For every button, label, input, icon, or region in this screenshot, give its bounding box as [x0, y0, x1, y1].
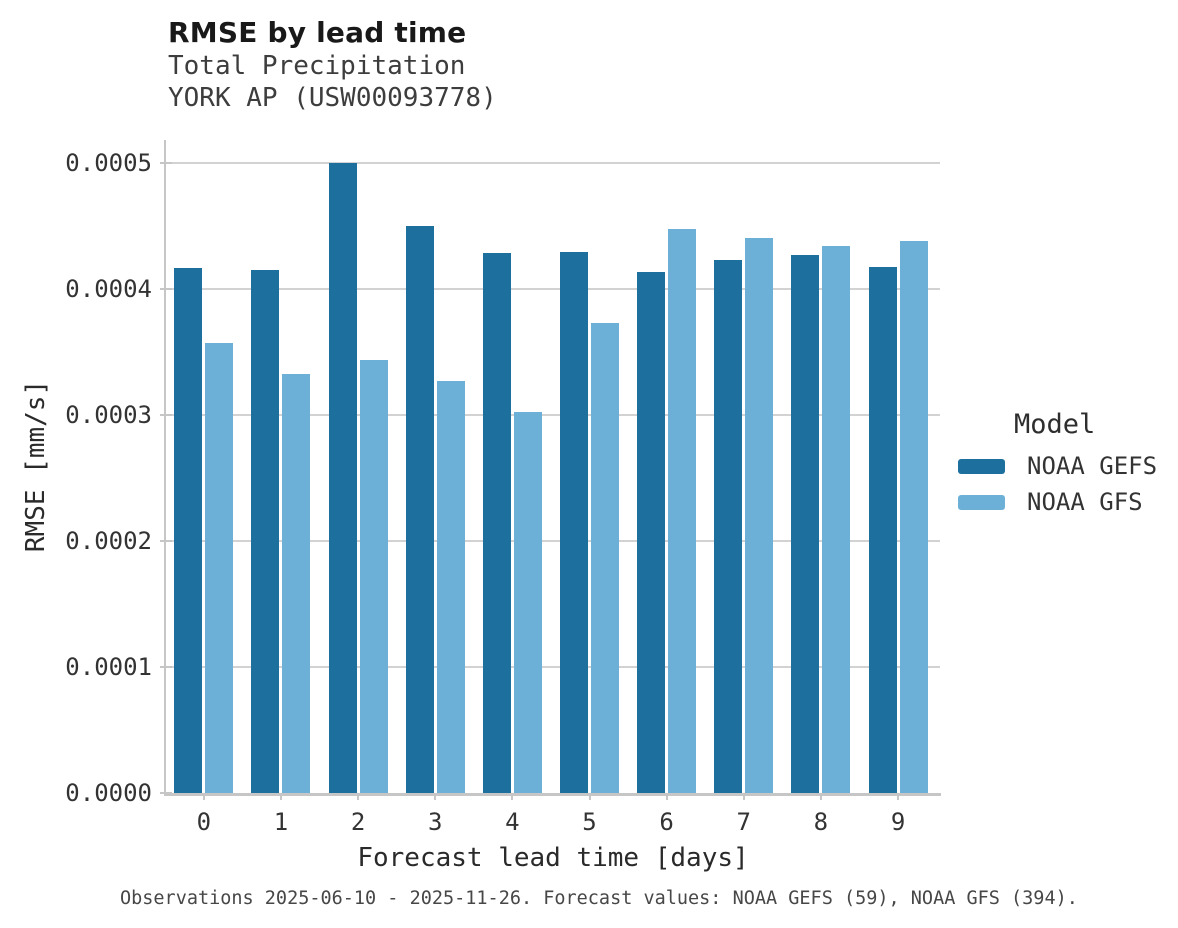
chart-title: RMSE by lead time [168, 16, 467, 49]
bar-gefs-6 [637, 272, 666, 793]
x-axis-title: Forecast lead time [days] [357, 843, 749, 873]
bar-gefs-4 [482, 253, 511, 793]
x-tick-mark [511, 795, 514, 800]
gridline [166, 413, 940, 416]
y-tick-mark [160, 539, 172, 542]
legend-item-gfs: NOAA GFS [958, 484, 1157, 520]
bar-gfs-8 [822, 245, 851, 793]
bar-gefs-9 [868, 267, 897, 793]
x-tick-label: 9 [890, 808, 906, 836]
y-tick-mark [160, 161, 172, 164]
bar-gefs-2 [328, 162, 357, 793]
bar-gfs-5 [591, 322, 619, 793]
x-tick-mark [434, 795, 437, 800]
y-tick-label: 0.0000 [65, 779, 152, 807]
y-tick-label: 0.0001 [65, 652, 152, 681]
x-tick-label: 4 [505, 808, 520, 836]
x-tick-label: 3 [427, 808, 443, 836]
y-tick-label: 0.0005 [65, 148, 152, 177]
bar-gefs-1 [251, 269, 280, 793]
bar-gfs-9 [899, 240, 928, 793]
bar-gfs-2 [359, 360, 388, 793]
x-tick-mark [897, 795, 900, 800]
y-tick-label: 0.0003 [65, 400, 152, 429]
legend: Model NOAA GEFS NOAA GFS [956, 410, 1157, 520]
gridline [166, 665, 940, 668]
x-axis-spine [164, 793, 941, 796]
legend-item-gefs: NOAA GEFS [958, 448, 1157, 484]
x-tick-mark [588, 795, 591, 800]
x-tick-mark [742, 795, 745, 800]
bar-gfs-4 [513, 412, 542, 793]
x-tick-mark [202, 795, 205, 800]
gridline [166, 539, 940, 542]
y-tick-mark [160, 287, 172, 290]
bar-gfs-6 [668, 229, 697, 793]
bar-gfs-7 [745, 238, 774, 793]
y-tick-label: 0.0004 [65, 274, 152, 303]
legend-label-gfs: NOAA GFS [1027, 488, 1143, 516]
x-tick-mark [665, 795, 668, 800]
bar-gefs-0 [174, 268, 203, 793]
bar-gefs-5 [560, 252, 588, 793]
bar-gefs-3 [405, 225, 434, 793]
y-tick-mark [160, 413, 172, 416]
x-tick-label: 8 [813, 808, 829, 836]
x-tick-label: 5 [582, 808, 597, 836]
y-tick-label: 0.0002 [65, 526, 152, 555]
bar-gfs-3 [436, 380, 465, 793]
x-tick-label: 1 [273, 808, 289, 836]
caption: Observations 2025-06-10 - 2025-11-26. Fo… [120, 888, 1078, 909]
gridline [166, 287, 940, 290]
legend-label-gefs: NOAA GEFS [1027, 452, 1158, 480]
x-tick-label: 2 [350, 808, 366, 836]
bar-gefs-8 [791, 254, 820, 793]
bar-gefs-7 [714, 259, 743, 793]
chart-subtitle-variable: Total Precipitation [168, 51, 466, 81]
x-tick-label: 0 [196, 808, 212, 836]
x-tick-label: 6 [659, 808, 674, 836]
x-tick-mark [819, 795, 822, 800]
bar-gfs-0 [205, 342, 234, 793]
y-tick-mark [160, 665, 172, 668]
chart-subtitle-station: YORK AP (USW00093778) [168, 83, 497, 113]
x-tick-mark [357, 795, 360, 800]
legend-title: Model [1014, 409, 1096, 440]
legend-swatch-gefs [958, 458, 1005, 474]
bar-gfs-1 [282, 374, 311, 793]
y-axis-spine [164, 140, 166, 796]
legend-swatch-gfs [958, 494, 1005, 510]
gridline [166, 161, 940, 164]
x-tick-label: 7 [736, 808, 751, 836]
x-tick-mark [279, 795, 282, 800]
